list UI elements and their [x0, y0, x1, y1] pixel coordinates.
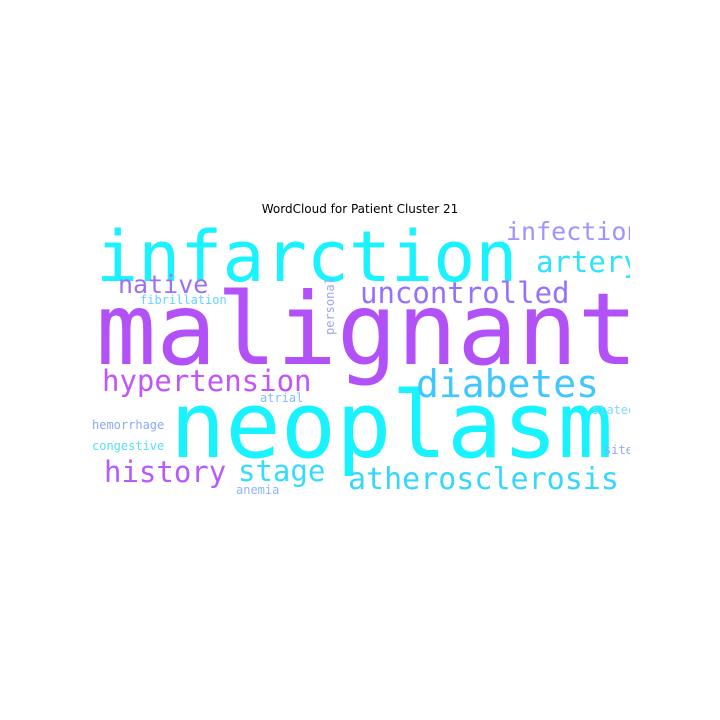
word-fibrillation: fibrillation [140, 293, 227, 307]
word-infarction: infarction [96, 219, 517, 298]
word-atherosclerosis: atherosclerosis [348, 462, 619, 497]
word-congestive: congestive [92, 439, 164, 453]
word-diabetes: diabetes [416, 362, 599, 406]
word-stage: stage [238, 454, 325, 488]
wordcloud-area: malignant neoplasm infarction diabetes hyper… [90, 219, 630, 501]
word-malignant: malignant [96, 271, 630, 388]
word-hypertension: hypertension [102, 364, 312, 398]
word-anemia: anemia [236, 483, 279, 497]
word-artery: artery [536, 245, 630, 279]
word-site: site [604, 443, 630, 457]
word-uncontrolled: uncontrolled [360, 276, 570, 310]
chart-title: WordCloud for Patient Cluster 21 [261, 202, 459, 216]
word-history: history [104, 455, 226, 489]
word-native: native [118, 270, 208, 299]
word-personal: personal [323, 277, 337, 335]
word-atrial: atrial [260, 391, 303, 405]
word-infection: infection [506, 219, 630, 246]
word-neoplasm: neoplasm [170, 372, 613, 479]
word-hemorrhage: hemorrhage [92, 418, 164, 432]
word-stated: stated [592, 403, 630, 417]
